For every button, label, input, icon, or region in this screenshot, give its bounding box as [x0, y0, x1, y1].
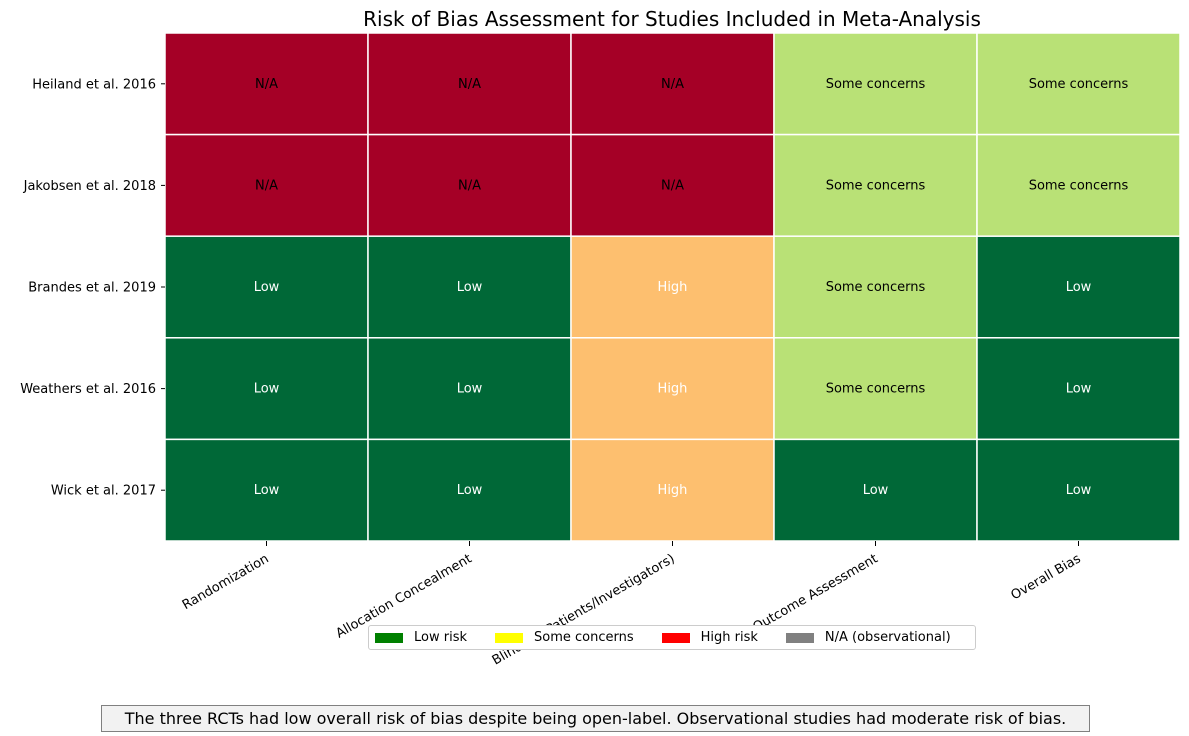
heatmap-cell-jakobsen-et-al-2018-blinding-patients-investigators [570, 133, 775, 237]
row-label-jakobsen-et-al-2018: Jakobsen et al. 2018 [23, 179, 156, 194]
legend-label-na: N/A (observational) [824, 630, 951, 645]
heatmap-cell-wick-et-al-2017-randomization [164, 438, 369, 542]
heatmap-cell-weathers-et-al-2016-randomization [164, 337, 369, 441]
cell-label: N/A [255, 77, 278, 92]
heatmap-cell-heiland-et-al-2016-blinding-patients-investigators [570, 32, 775, 136]
cell-label: Low [254, 280, 280, 295]
cell-label: Low [457, 280, 483, 295]
legend: Low risk Some concerns High risk N/A (ob… [368, 625, 976, 650]
cell-label: N/A [661, 178, 684, 193]
heatmap-cell-jakobsen-et-al-2018-overall-bias [976, 133, 1181, 237]
heatmap-cell-weathers-et-al-2016-overall-bias [976, 337, 1181, 441]
cell-label: Some concerns [1029, 77, 1129, 92]
heatmap-cell-heiland-et-al-2016-overall-bias [976, 32, 1181, 136]
heatmap-cell-brandes-et-al-2019-randomization [164, 235, 369, 339]
cell-label: Low [1066, 280, 1092, 295]
cell-label: High [658, 483, 688, 498]
cell-label: N/A [255, 178, 278, 193]
row-label-weathers-et-al-2016: Weathers et al. 2016 [20, 382, 156, 397]
heatmap-cell-heiland-et-al-2016-randomization [164, 32, 369, 136]
cell-label: Some concerns [1029, 178, 1129, 193]
heatmap-cell-wick-et-al-2017-overall-bias [976, 438, 1181, 542]
legend-swatch-na [785, 632, 814, 643]
heatmap-cell-jakobsen-et-al-2018-outcome-assessment [773, 133, 978, 237]
column-label-overall-bias: Overall Bias [1009, 551, 1084, 603]
cell-label: N/A [661, 77, 684, 92]
heatmap-cell-brandes-et-al-2019-blinding-patients-investigators [570, 235, 775, 339]
cell-label: Low [457, 483, 483, 498]
legend-item-high-risk: High risk [661, 630, 758, 645]
cell-label: Some concerns [826, 280, 926, 295]
row-label-wick-et-al-2017: Wick et al. 2017 [51, 484, 156, 499]
heatmap-cell-jakobsen-et-al-2018-allocation-concealment [367, 133, 572, 237]
legend-item-low-risk: Low risk [375, 630, 467, 645]
cell-label: Low [254, 483, 280, 498]
heatmap-cell-brandes-et-al-2019-outcome-assessment [773, 235, 978, 339]
cell-label: Low [254, 382, 280, 397]
heatmap-cell-wick-et-al-2017-outcome-assessment [773, 438, 978, 542]
legend-label-high-risk: High risk [700, 630, 758, 645]
cell-label: Low [863, 483, 889, 498]
legend-swatch-some-concerns [495, 632, 523, 643]
cell-label: High [658, 280, 688, 295]
legend-item-na: N/A (observational) [785, 630, 951, 645]
heatmap-cell-brandes-et-al-2019-overall-bias [976, 235, 1181, 339]
cell-label: Low [1066, 483, 1092, 498]
cell-label: N/A [458, 178, 481, 193]
legend-swatch-low-risk [375, 632, 403, 643]
legend-swatch-high-risk [661, 632, 690, 643]
chart-title: Risk of Bias Assessment for Studies Incl… [363, 7, 981, 31]
legend-item-some-concerns: Some concerns [495, 630, 634, 645]
column-label-randomization: Randomization [180, 551, 272, 613]
column-label-blinding-patients-investigators: Blinding (Patients/Investigators) [490, 551, 678, 668]
cell-label: Low [457, 382, 483, 397]
heatmap-cell-weathers-et-al-2016-blinding-patients-investigators [570, 337, 775, 441]
legend-label-low-risk: Low risk [414, 630, 467, 645]
cell-label: Some concerns [826, 382, 926, 397]
cell-label: N/A [458, 77, 481, 92]
cell-label: Some concerns [826, 77, 926, 92]
row-label-brandes-et-al-2019: Brandes et al. 2019 [28, 281, 156, 296]
row-label-heiland-et-al-2016: Heiland et al. 2016 [32, 77, 156, 92]
heatmap-cell-brandes-et-al-2019-allocation-concealment [367, 235, 572, 339]
cell-label: Low [1066, 382, 1092, 397]
legend-label-some-concerns: Some concerns [534, 630, 634, 645]
cell-label: High [658, 382, 688, 397]
column-label-outcome-assessment: Outcome Assessment [750, 551, 880, 635]
caption-box: The three RCTs had low overall risk of b… [101, 705, 1090, 732]
cell-label: Some concerns [826, 178, 926, 193]
